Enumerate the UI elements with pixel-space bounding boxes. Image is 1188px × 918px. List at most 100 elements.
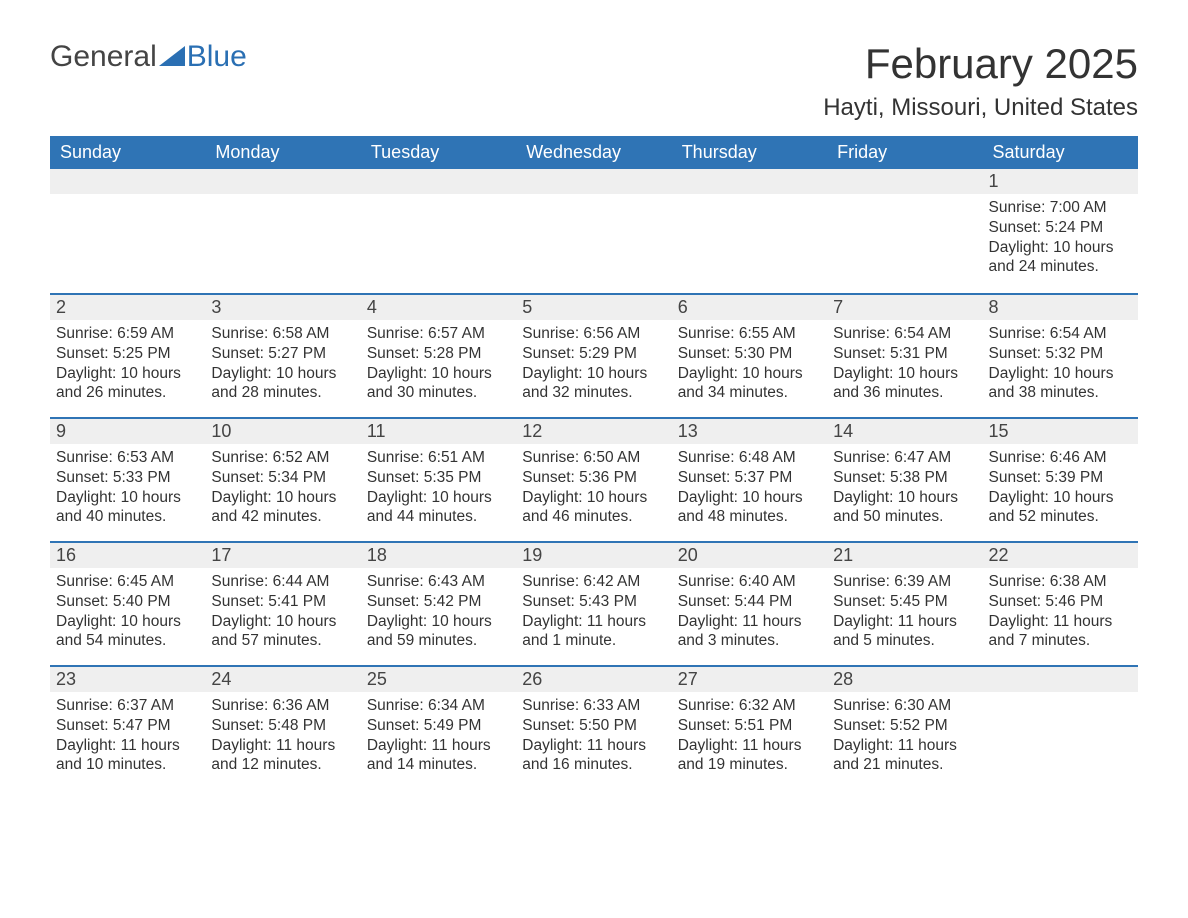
day-number [205,169,360,194]
sunset-text: Sunset: 5:40 PM [56,592,199,612]
day-number: 11 [361,417,516,444]
day-number: 22 [983,541,1138,568]
sunrise-text: Sunrise: 6:56 AM [522,324,665,344]
calendar-day-cell: 14Sunrise: 6:47 AMSunset: 5:38 PMDayligh… [827,417,982,541]
sunrise-text: Sunrise: 6:45 AM [56,572,199,592]
weekday-header: Tuesday [361,136,516,169]
sunset-text: Sunset: 5:36 PM [522,468,665,488]
calendar-day-cell [361,169,516,293]
day-details: Sunrise: 6:45 AMSunset: 5:40 PMDaylight:… [50,568,205,661]
daylight-text: Daylight: 11 hours and 14 minutes. [367,736,510,776]
weekday-header: Friday [827,136,982,169]
sunrise-text: Sunrise: 6:50 AM [522,448,665,468]
day-number: 8 [983,293,1138,320]
calendar-week-row: 23Sunrise: 6:37 AMSunset: 5:47 PMDayligh… [50,665,1138,789]
calendar-day-cell: 17Sunrise: 6:44 AMSunset: 5:41 PMDayligh… [205,541,360,665]
calendar-day-cell [516,169,671,293]
daylight-text: Daylight: 10 hours and 52 minutes. [989,488,1132,528]
calendar-body: 1Sunrise: 7:00 AMSunset: 5:24 PMDaylight… [50,169,1138,789]
sunrise-text: Sunrise: 6:30 AM [833,696,976,716]
day-details: Sunrise: 6:55 AMSunset: 5:30 PMDaylight:… [672,320,827,413]
weekday-header: Thursday [672,136,827,169]
calendar-day-cell: 25Sunrise: 6:34 AMSunset: 5:49 PMDayligh… [361,665,516,789]
sunrise-text: Sunrise: 6:57 AM [367,324,510,344]
day-number: 6 [672,293,827,320]
sunrise-text: Sunrise: 6:37 AM [56,696,199,716]
sunrise-text: Sunrise: 6:59 AM [56,324,199,344]
calendar-week-row: 2Sunrise: 6:59 AMSunset: 5:25 PMDaylight… [50,293,1138,417]
title-block: February 2025 Hayti, Missouri, United St… [823,40,1138,132]
day-number [672,169,827,194]
sunset-text: Sunset: 5:31 PM [833,344,976,364]
sunset-text: Sunset: 5:29 PM [522,344,665,364]
day-number: 19 [516,541,671,568]
sunset-text: Sunset: 5:25 PM [56,344,199,364]
daylight-text: Daylight: 11 hours and 5 minutes. [833,612,976,652]
day-number: 17 [205,541,360,568]
day-details: Sunrise: 6:37 AMSunset: 5:47 PMDaylight:… [50,692,205,785]
sunrise-text: Sunrise: 6:55 AM [678,324,821,344]
daylight-text: Daylight: 10 hours and 54 minutes. [56,612,199,652]
day-number: 24 [205,665,360,692]
daylight-text: Daylight: 10 hours and 59 minutes. [367,612,510,652]
calendar-day-cell: 28Sunrise: 6:30 AMSunset: 5:52 PMDayligh… [827,665,982,789]
sunset-text: Sunset: 5:37 PM [678,468,821,488]
calendar-day-cell [50,169,205,293]
day-number: 28 [827,665,982,692]
daylight-text: Daylight: 11 hours and 10 minutes. [56,736,199,776]
calendar-week-row: 1Sunrise: 7:00 AMSunset: 5:24 PMDaylight… [50,169,1138,293]
day-number: 4 [361,293,516,320]
daylight-text: Daylight: 10 hours and 48 minutes. [678,488,821,528]
sunrise-text: Sunrise: 7:00 AM [989,198,1132,218]
day-number [516,169,671,194]
day-details: Sunrise: 6:48 AMSunset: 5:37 PMDaylight:… [672,444,827,537]
location-subtitle: Hayti, Missouri, United States [823,94,1138,122]
sunrise-text: Sunrise: 6:48 AM [678,448,821,468]
sunset-text: Sunset: 5:33 PM [56,468,199,488]
sunrise-text: Sunrise: 6:44 AM [211,572,354,592]
daylight-text: Daylight: 10 hours and 46 minutes. [522,488,665,528]
daylight-text: Daylight: 10 hours and 28 minutes. [211,364,354,404]
weekday-header: Sunday [50,136,205,169]
brand-part2: Blue [187,40,247,74]
daylight-text: Daylight: 10 hours and 34 minutes. [678,364,821,404]
sunset-text: Sunset: 5:50 PM [522,716,665,736]
sunrise-text: Sunrise: 6:43 AM [367,572,510,592]
calendar-day-cell: 1Sunrise: 7:00 AMSunset: 5:24 PMDaylight… [983,169,1138,293]
day-details: Sunrise: 6:40 AMSunset: 5:44 PMDaylight:… [672,568,827,661]
sunset-text: Sunset: 5:51 PM [678,716,821,736]
sunset-text: Sunset: 5:43 PM [522,592,665,612]
weekday-header: Monday [205,136,360,169]
day-details: Sunrise: 6:50 AMSunset: 5:36 PMDaylight:… [516,444,671,537]
daylight-text: Daylight: 10 hours and 26 minutes. [56,364,199,404]
day-number [361,169,516,194]
sunset-text: Sunset: 5:52 PM [833,716,976,736]
sunset-text: Sunset: 5:39 PM [989,468,1132,488]
calendar-day-cell: 27Sunrise: 6:32 AMSunset: 5:51 PMDayligh… [672,665,827,789]
day-number: 27 [672,665,827,692]
day-number [50,169,205,194]
daylight-text: Daylight: 11 hours and 1 minute. [522,612,665,652]
sunrise-text: Sunrise: 6:46 AM [989,448,1132,468]
daylight-text: Daylight: 11 hours and 19 minutes. [678,736,821,776]
sunrise-text: Sunrise: 6:38 AM [989,572,1132,592]
day-details: Sunrise: 6:30 AMSunset: 5:52 PMDaylight:… [827,692,982,785]
sunrise-text: Sunrise: 6:51 AM [367,448,510,468]
day-details: Sunrise: 7:00 AMSunset: 5:24 PMDaylight:… [983,194,1138,287]
daylight-text: Daylight: 11 hours and 3 minutes. [678,612,821,652]
calendar-day-cell: 18Sunrise: 6:43 AMSunset: 5:42 PMDayligh… [361,541,516,665]
day-details: Sunrise: 6:57 AMSunset: 5:28 PMDaylight:… [361,320,516,413]
sunset-text: Sunset: 5:45 PM [833,592,976,612]
sunset-text: Sunset: 5:30 PM [678,344,821,364]
day-details: Sunrise: 6:58 AMSunset: 5:27 PMDaylight:… [205,320,360,413]
sunset-text: Sunset: 5:35 PM [367,468,510,488]
calendar-day-cell: 6Sunrise: 6:55 AMSunset: 5:30 PMDaylight… [672,293,827,417]
sunrise-text: Sunrise: 6:47 AM [833,448,976,468]
day-number [983,665,1138,692]
day-details: Sunrise: 6:53 AMSunset: 5:33 PMDaylight:… [50,444,205,537]
day-details: Sunrise: 6:56 AMSunset: 5:29 PMDaylight:… [516,320,671,413]
sunset-text: Sunset: 5:27 PM [211,344,354,364]
sunset-text: Sunset: 5:47 PM [56,716,199,736]
day-number: 23 [50,665,205,692]
sunrise-text: Sunrise: 6:54 AM [989,324,1132,344]
